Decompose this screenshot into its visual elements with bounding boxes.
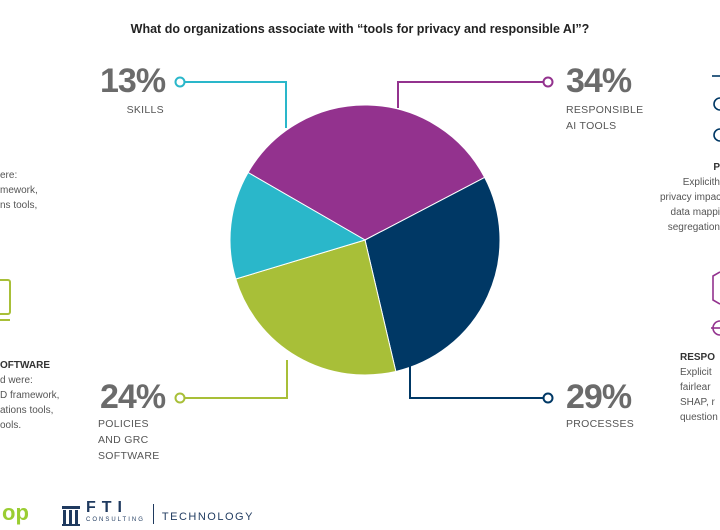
fti-technology: TECHNOLOGY bbox=[161, 511, 254, 523]
left-text-block-b: OFTWARE d were: D framework, ations tool… bbox=[0, 360, 60, 431]
label-responsible-ai: RESPONSIBLE AI TOOLS bbox=[566, 104, 644, 132]
pie-chart bbox=[229, 104, 501, 376]
circles-icon bbox=[712, 75, 720, 142]
shield-icon bbox=[711, 271, 720, 336]
leader-line-responsible-ai bbox=[397, 81, 548, 108]
label-processes: PROCESSES bbox=[566, 418, 635, 430]
pct-policies: 24% bbox=[100, 378, 166, 416]
right-text-block-p: P Explicith privacy impac data mappi seg… bbox=[660, 162, 720, 233]
leader-dot-processes bbox=[542, 392, 554, 404]
slice-processes bbox=[364, 176, 501, 373]
fti-sub: CONSULTING bbox=[86, 517, 145, 523]
left-text-block-a: ere: mework, ns tools, bbox=[0, 170, 38, 211]
right-text-block-r: RESPO Explicit fairlear SHAP, r question bbox=[680, 352, 718, 423]
leader-dot-skills bbox=[174, 76, 186, 88]
footer-brand: op bbox=[2, 500, 29, 525]
label-skills: SKILLS bbox=[126, 104, 164, 116]
slice-skills bbox=[229, 171, 367, 280]
chart-title: What do organizations associate with “to… bbox=[130, 22, 590, 36]
leader-dot-responsible-ai bbox=[542, 76, 554, 88]
slice-policies bbox=[235, 239, 397, 376]
leader-line-skills bbox=[180, 81, 287, 128]
fti-logo: FTI CONSULTING TECHNOLOGY bbox=[86, 500, 254, 524]
leader-line-processes bbox=[409, 366, 548, 399]
leader-line-policies bbox=[180, 360, 288, 399]
monitor-icon bbox=[0, 279, 11, 321]
pct-skills: 13% bbox=[100, 62, 166, 100]
pct-processes: 29% bbox=[566, 378, 632, 416]
leader-dot-policies bbox=[174, 392, 186, 404]
label-policies: POLICIES AND GRC SOFTWARE bbox=[98, 418, 160, 462]
fti-name: FTI bbox=[86, 499, 128, 516]
pct-responsible-ai: 34% bbox=[566, 62, 632, 100]
fti-separator bbox=[152, 504, 154, 524]
fti-logo-icon bbox=[62, 506, 80, 526]
